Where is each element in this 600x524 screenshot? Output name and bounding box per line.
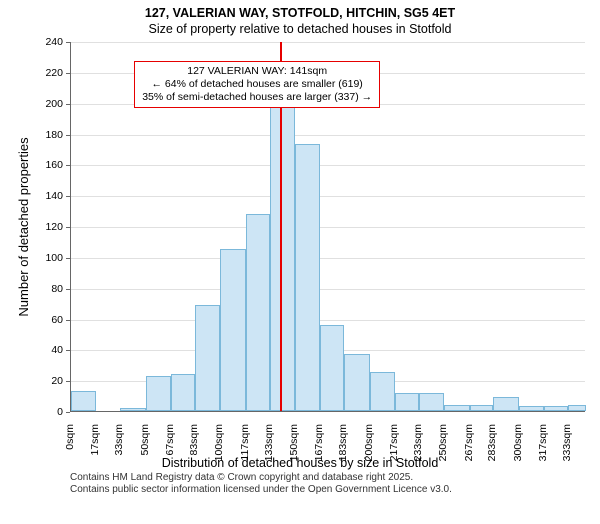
x-tick-label: 50sqm	[139, 424, 151, 524]
histogram-bar	[120, 408, 145, 411]
y-tick-mark	[66, 165, 70, 166]
y-tick-mark	[66, 227, 70, 228]
y-tick-mark	[66, 104, 70, 105]
x-tick-label: 117sqm	[239, 424, 251, 524]
y-tick-mark	[66, 381, 70, 382]
x-tick-label: 83sqm	[188, 424, 200, 524]
annotation-line2: ← 64% of detached houses are smaller (61…	[142, 78, 372, 91]
x-tick-label: 183sqm	[337, 424, 349, 524]
x-tick-label: 300sqm	[512, 424, 524, 524]
histogram-bar	[71, 391, 96, 411]
x-tick-label: 217sqm	[388, 424, 400, 524]
histogram-bar	[568, 405, 586, 411]
y-tick-mark	[66, 73, 70, 74]
y-tick-label: 180	[33, 129, 63, 141]
grid-line	[71, 289, 585, 290]
x-tick-label: 317sqm	[537, 424, 549, 524]
x-tick-label: 167sqm	[313, 424, 325, 524]
histogram-bar	[220, 249, 245, 411]
y-tick-mark	[66, 42, 70, 43]
x-tick-label: 33sqm	[113, 424, 125, 524]
grid-line	[71, 196, 585, 197]
histogram-bar	[493, 397, 518, 411]
x-tick-label: 250sqm	[437, 424, 449, 524]
grid-line	[71, 42, 585, 43]
y-axis-label: Number of detached properties	[16, 137, 31, 316]
grid-line	[71, 320, 585, 321]
y-tick-mark	[66, 350, 70, 351]
histogram-bar	[444, 405, 469, 411]
histogram-bar	[195, 305, 220, 411]
grid-line	[71, 135, 585, 136]
annotation-box: 127 VALERIAN WAY: 141sqm← 64% of detache…	[134, 61, 380, 108]
y-tick-label: 100	[33, 252, 63, 264]
histogram-bar	[171, 374, 195, 411]
histogram-bar	[246, 214, 270, 411]
grid-line	[71, 227, 585, 228]
y-tick-mark	[66, 135, 70, 136]
y-tick-mark	[66, 289, 70, 290]
y-tick-label: 60	[33, 314, 63, 326]
x-tick-label: 133sqm	[263, 424, 275, 524]
x-tick-label: 67sqm	[164, 424, 176, 524]
histogram-bar	[519, 406, 544, 411]
y-tick-label: 0	[33, 406, 63, 418]
y-tick-label: 120	[33, 221, 63, 233]
y-tick-mark	[66, 320, 70, 321]
y-tick-label: 240	[33, 36, 63, 48]
histogram-bar	[470, 405, 494, 411]
chart-title-line1: 127, VALERIAN WAY, STOTFOLD, HITCHIN, SG…	[0, 6, 600, 20]
x-tick-label: 333sqm	[561, 424, 573, 524]
x-tick-label: 17sqm	[89, 424, 101, 524]
y-tick-mark	[66, 196, 70, 197]
x-tick-label: 150sqm	[288, 424, 300, 524]
chart-title-line2: Size of property relative to detached ho…	[0, 22, 600, 36]
annotation-line1: 127 VALERIAN WAY: 141sqm	[142, 65, 372, 78]
y-tick-label: 80	[33, 283, 63, 295]
y-tick-mark	[66, 412, 70, 413]
y-tick-label: 40	[33, 344, 63, 356]
histogram-bar	[370, 372, 395, 411]
y-tick-label: 140	[33, 190, 63, 202]
x-tick-label: 267sqm	[463, 424, 475, 524]
y-tick-label: 160	[33, 159, 63, 171]
histogram-bar	[146, 376, 171, 411]
x-tick-label: 0sqm	[64, 424, 76, 524]
histogram-bar	[295, 144, 320, 411]
histogram-bar	[419, 393, 444, 412]
annotation-line3: 35% of semi-detached houses are larger (…	[142, 91, 372, 104]
histogram-bar	[395, 393, 419, 412]
y-tick-label: 200	[33, 98, 63, 110]
x-tick-label: 200sqm	[363, 424, 375, 524]
y-tick-label: 220	[33, 67, 63, 79]
x-tick-label: 100sqm	[213, 424, 225, 524]
grid-line	[71, 258, 585, 259]
histogram-bar	[344, 354, 369, 411]
histogram-bar	[320, 325, 344, 411]
y-tick-mark	[66, 258, 70, 259]
x-tick-label: 233sqm	[412, 424, 424, 524]
y-tick-label: 20	[33, 375, 63, 387]
grid-line	[71, 165, 585, 166]
histogram-bar	[544, 406, 568, 411]
x-tick-label: 283sqm	[486, 424, 498, 524]
